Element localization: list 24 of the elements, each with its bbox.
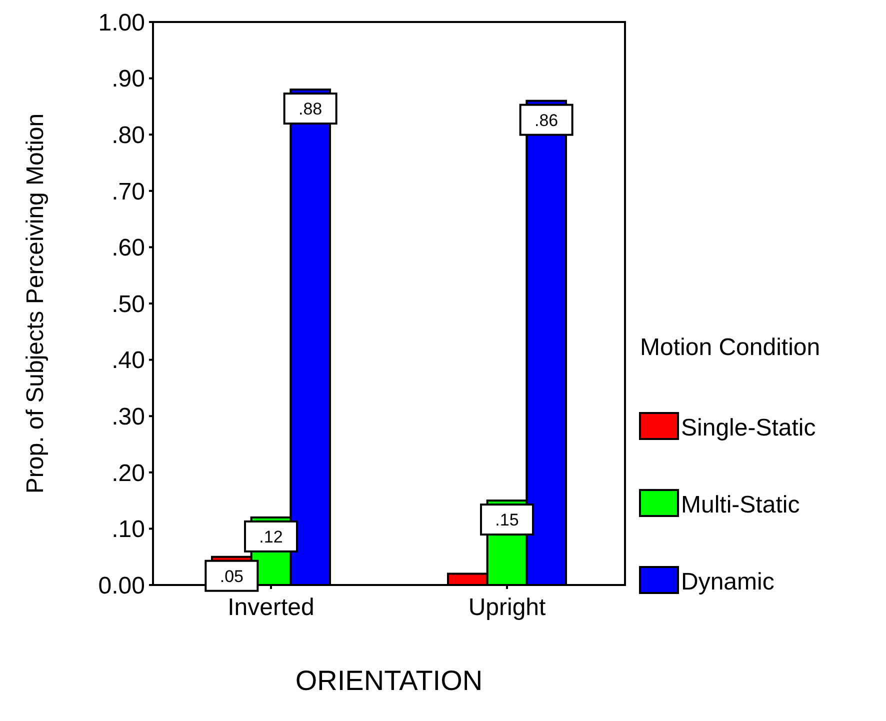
y-axis-title: Prop. of Subjects Perceiving Motion: [22, 113, 49, 494]
legend-label: Single-Static: [681, 414, 816, 442]
y-tick-label: .70: [112, 178, 145, 206]
y-tick-label: 0.00: [98, 572, 145, 600]
x-axis-title: ORIENTATION: [295, 665, 483, 696]
y-tick-label: 1.00: [98, 9, 145, 36]
y-tick-label: .20: [112, 460, 145, 487]
legend-title: Motion Condition: [640, 334, 820, 361]
x-tick-label: Inverted: [228, 594, 314, 621]
data-label: .15: [495, 510, 519, 530]
y-tick-label: .90: [112, 66, 145, 93]
y-tick-label: .30: [112, 404, 145, 430]
y-tick-label: .50: [112, 290, 145, 318]
x-tick-label: Upright: [468, 594, 546, 621]
data-label: .05: [220, 566, 244, 586]
y-tick-label: .80: [112, 122, 145, 149]
data-label: .12: [259, 527, 283, 546]
y-tick-label: .10: [112, 516, 145, 544]
legend-label: Dynamic: [681, 568, 774, 596]
data-label: .86: [534, 110, 558, 130]
y-tick-label: .40: [112, 347, 145, 374]
y-tick-label: .60: [112, 234, 145, 262]
data-label: .88: [298, 100, 322, 119]
legend-label: Multi-Static: [681, 491, 800, 518]
